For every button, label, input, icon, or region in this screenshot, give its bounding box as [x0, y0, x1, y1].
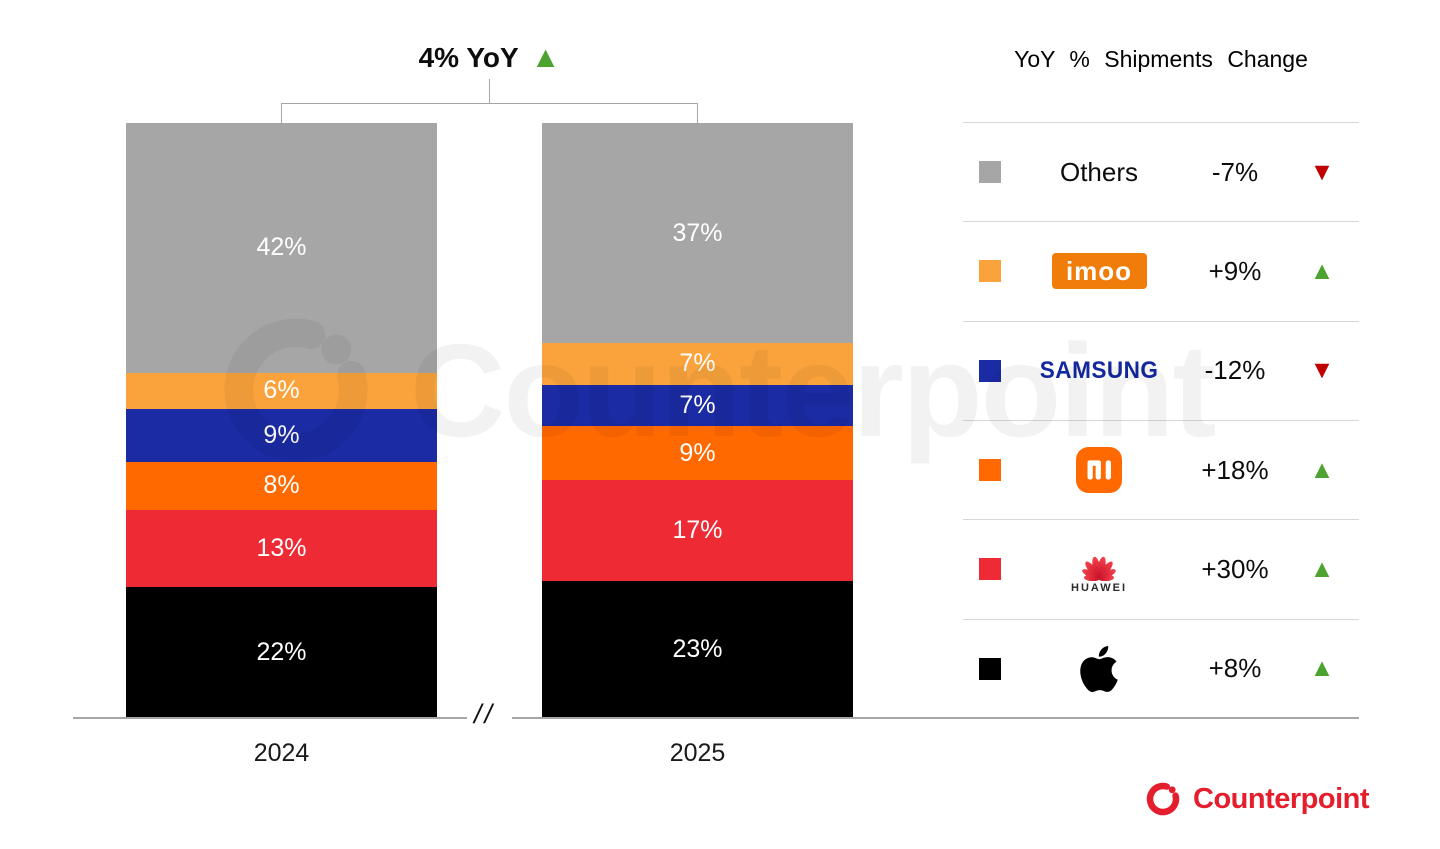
segment-label: 17% [672, 516, 723, 545]
others-label: Others [1059, 156, 1139, 187]
apple-color-swatch [979, 657, 1001, 680]
bar-segment-xiaomi-2024: 8% [126, 462, 437, 510]
samsung-color-swatch [979, 359, 1001, 382]
x-axis-label-2025: 2025 [669, 739, 726, 767]
segment-label: 9% [679, 438, 716, 467]
bar-segment-samsung-2025: 7% [542, 384, 853, 427]
axis-break-mark: // [474, 699, 496, 729]
bar-segment-samsung-2024: 9% [126, 408, 437, 463]
samsung-change-value: -12% [1204, 355, 1266, 386]
stacked-bar-2025: 37% 7% 7% 9% 17% 23% [542, 123, 853, 718]
bar-segment-xiaomi-2025: 9% [542, 426, 853, 480]
up-triangle-icon: ▲ [1309, 554, 1335, 583]
up-triangle-icon: ▲ [530, 41, 561, 74]
apple-logo [1080, 645, 1118, 692]
up-triangle-icon: ▲ [1309, 256, 1335, 285]
bar-segment-apple-2025: 23% [542, 581, 853, 718]
up-triangle-icon: ▲ [1309, 455, 1335, 484]
segment-label: 9% [263, 420, 300, 449]
bar-segment-huawei-2025: 17% [542, 479, 853, 582]
samsung-logo: SAMSUNG [1039, 356, 1159, 384]
imoo-logo: imoo [1051, 253, 1147, 290]
bracket-title-stub [489, 79, 490, 103]
chart-title: 4% YoY ▲ [281, 42, 698, 74]
xiaomi-change-value: +18% [1201, 454, 1269, 485]
segment-label: 13% [256, 533, 307, 562]
bracket-right-stub [697, 103, 698, 124]
imoo-color-swatch [979, 260, 1001, 283]
down-triangle-icon: ▼ [1309, 356, 1335, 385]
bar-segment-imoo-2025: 7% [542, 343, 853, 385]
segment-label: 8% [263, 471, 300, 500]
segment-label: 37% [672, 218, 723, 247]
huawei-wordmark: HUAWEI [1071, 581, 1127, 594]
segment-label: 6% [263, 376, 300, 405]
segment-label: 22% [256, 638, 307, 666]
bar-segment-huawei-2024: 13% [126, 509, 437, 588]
others-color-swatch [979, 161, 1001, 184]
legend-row-imoo: imoo +9% ▲ [963, 221, 1359, 320]
bar-segment-others-2025: 37% [542, 123, 853, 344]
huawei-change-value: +30% [1201, 553, 1269, 584]
bracket-horizontal-line [281, 103, 698, 104]
legend-row-samsung: SAMSUNG -12% ▼ [963, 320, 1359, 420]
legend-table: Others -7% ▼ imoo +9% ▲ SAMSUNG -12% ▼ [963, 122, 1359, 718]
xiaomi-color-swatch [979, 459, 1001, 482]
legend-row-others: Others -7% ▼ [963, 122, 1359, 221]
counterpoint-logo-icon [1146, 782, 1180, 816]
segment-label: 7% [679, 349, 716, 378]
legend-row-xiaomi: +18% ▲ [963, 419, 1359, 519]
x-axis-right-segment [512, 717, 1359, 719]
huawei-color-swatch [979, 558, 1001, 581]
counterpoint-wordmark: Counterpoint [1193, 782, 1370, 815]
bar-segment-apple-2024: 22% [126, 587, 437, 718]
xiaomi-logo [1076, 447, 1122, 494]
up-triangle-icon: ▲ [1309, 654, 1335, 683]
x-axis-left-segment [73, 717, 467, 719]
stacked-bar-2024: 42% 6% 9% 8% 13% 22% [126, 123, 437, 718]
down-triangle-icon: ▼ [1309, 157, 1335, 186]
bar-segment-others-2024: 42% [126, 123, 437, 373]
imoo-change-value: +9% [1208, 255, 1262, 286]
legend-row-apple: +8% ▲ [963, 618, 1359, 718]
huawei-logo: HUAWEI [1071, 545, 1127, 594]
chart-title-text: 4% YoY [418, 42, 519, 73]
legend-row-huawei: HUAWEI +30% ▲ [963, 519, 1359, 618]
x-axis-label-2024: 2024 [253, 739, 310, 767]
bracket-left-stub [281, 103, 282, 124]
segment-label: 7% [679, 391, 716, 420]
apple-change-value: +8% [1208, 653, 1262, 684]
segment-label: 23% [672, 635, 723, 664]
huawei-flower-icon [1082, 556, 1116, 581]
legend-title: YoY % Shipments Change [1014, 46, 1308, 72]
counterpoint-brand: Counterpoint [1143, 779, 1370, 819]
others-change-value: -7% [1211, 156, 1259, 187]
segment-label: 42% [256, 233, 307, 262]
bar-segment-imoo-2024: 6% [126, 372, 437, 409]
